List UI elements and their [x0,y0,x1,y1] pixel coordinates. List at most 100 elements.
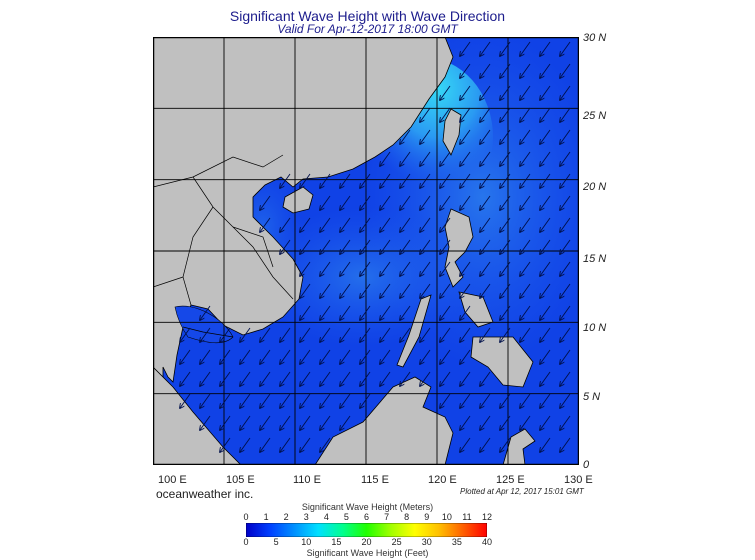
wave-arrow [560,349,571,364]
wave-arrow [460,129,471,144]
wave-arrow [280,349,291,364]
wave-arrow [260,349,271,364]
credit-text: oceanweather inc. [156,487,254,501]
wave-arrow [440,283,451,298]
lon-label-125e: 125 E [496,474,525,486]
wave-arrow [300,305,311,320]
colorbar-title-meters: Significant Wave Height (Meters) [301,502,434,512]
wave-arrow [500,151,511,166]
colorbar-title-feet: Significant Wave Height (Feet) [306,548,429,558]
wave-arrow [280,327,291,342]
wave-arrow [480,217,491,232]
wave-arrow [240,371,251,386]
wave-arrow [380,261,391,276]
wave-arrow [500,393,511,408]
wave-arrow [320,349,331,364]
wave-arrow [560,305,571,320]
wave-arrow [300,261,311,276]
wave-arrow [320,327,331,342]
wave-arrow [340,327,351,342]
wave-arrow [220,371,231,386]
wave-arrow [380,239,391,254]
lat-label-5n: 5 N [583,391,601,403]
wave-arrow [460,393,471,408]
colorbar-feet-tick: 20 [361,537,372,547]
wave-arrow [560,239,571,254]
wave-arrow [320,261,331,276]
wave-arrow [540,239,551,254]
wave-arrow [500,41,511,56]
wave-arrow [400,305,411,320]
wave-arrow [300,437,311,452]
wave-arrow [520,217,531,232]
land-borneo [314,376,454,465]
wave-arrow [540,349,551,364]
wave-arrow [480,371,491,386]
wave-arrow [200,371,211,386]
wave-arrow [300,371,311,386]
wave-arrow [340,195,351,210]
wave-arrow [260,415,271,430]
colorbar-meters-tick: 4 [323,512,329,522]
wave-arrow [440,261,451,276]
wave-arrow [320,239,331,254]
colorbar-meters-tick: 0 [243,512,249,522]
wave-arrow [440,107,451,122]
wave-arrow [540,85,551,100]
map-frame [153,37,579,465]
colorbar-meters-tick: 7 [384,512,390,522]
wave-arrow [440,85,451,100]
wave-arrow [520,305,531,320]
wave-arrow [360,283,371,298]
wave-arrow [500,63,511,78]
wave-arrow [320,371,331,386]
wave-arrow [380,283,391,298]
wave-arrow [380,305,391,320]
wave-arrow [340,239,351,254]
colorbar [246,523,487,537]
wave-arrow [360,173,371,188]
wave-arrow [280,437,291,452]
land-sulawesi [502,428,536,465]
wave-arrow [280,393,291,408]
wave-arrow [380,349,391,364]
colorbar-meters-tick: 11 [462,512,472,522]
wave-arrow [320,437,331,452]
wave-arrow [520,327,531,342]
wave-arrow [440,151,451,166]
wave-arrow [320,305,331,320]
wave-arrow [480,41,491,56]
wave-arrow [520,239,531,254]
wave-arrow [560,151,571,166]
wave-arrow [480,239,491,254]
colorbar-feet-tick: 10 [301,537,312,547]
wave-arrow [440,239,451,254]
lon-label-130e: 130 E [564,474,593,486]
wave-arrow [540,415,551,430]
wave-arrow [420,173,431,188]
wave-arrow [360,349,371,364]
wave-arrow [200,327,211,342]
wave-arrow [260,437,271,452]
colorbar-meters-tick: 9 [424,512,430,522]
wave-arrow [500,261,511,276]
wave-arrow [560,173,571,188]
wave-arrow [560,261,571,276]
wave-arrow [260,371,271,386]
wave-arrow [400,371,411,386]
wave-arrow [360,217,371,232]
wave-arrow [460,371,471,386]
wave-arrow [240,349,251,364]
colorbar-feet-tick: 0 [243,537,249,547]
wave-arrow [560,393,571,408]
wave-arrow [280,217,291,232]
wave-arrow [380,195,391,210]
wave-arrow [320,415,331,430]
wave-arrow [560,41,571,56]
wave-arrow [440,305,451,320]
wave-arrow [540,195,551,210]
wave-arrow [360,393,371,408]
wave-arrow [380,217,391,232]
wave-arrow [560,85,571,100]
wave-arrow [380,327,391,342]
